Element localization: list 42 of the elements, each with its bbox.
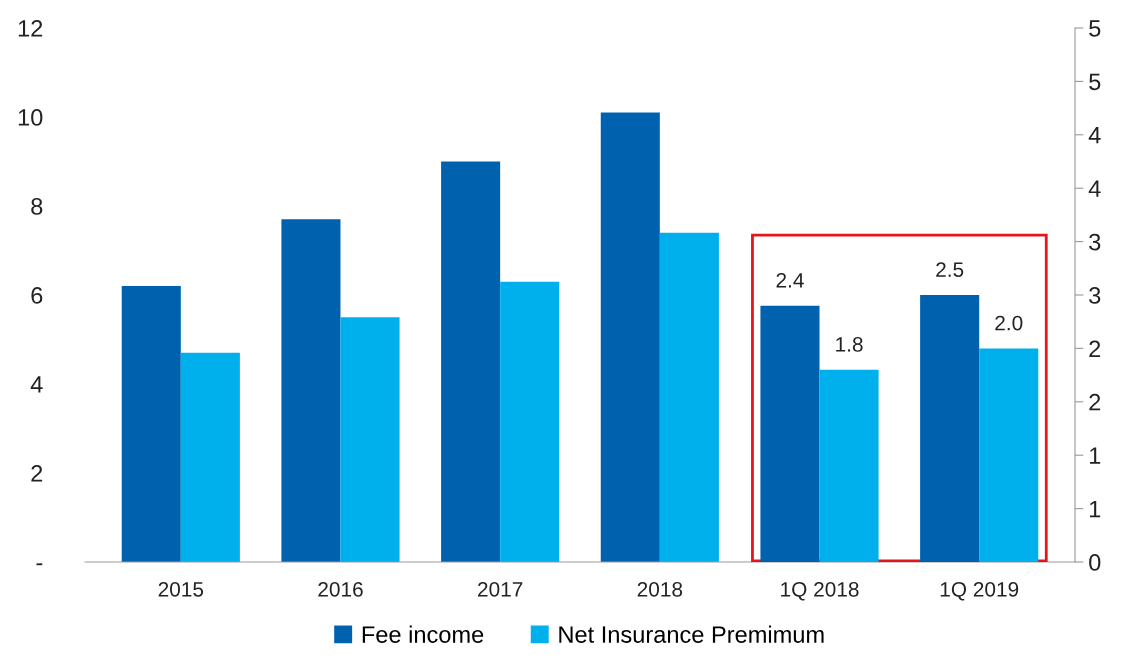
y2-tick-label: 2	[1089, 393, 1101, 411]
bar	[659, 232, 719, 562]
y2-tick-label: 4	[1088, 127, 1101, 144]
bar	[180, 352, 240, 562]
y-tick-label: -	[36, 563, 43, 566]
y-tick-label: 8	[31, 198, 43, 215]
x-tick-label: 2017	[478, 581, 523, 597]
y2-tick-label: 0	[1089, 554, 1101, 571]
y-tick-label: 12	[18, 20, 43, 37]
data-label: 2.5	[936, 262, 964, 277]
bar	[340, 317, 400, 562]
data-label: 2.4	[776, 272, 804, 288]
legend-label: Fee income	[362, 625, 484, 643]
x-tick-label: 2015	[158, 581, 204, 597]
y2-tick-label: 1	[1089, 500, 1101, 518]
bar	[500, 281, 560, 562]
bar	[121, 286, 181, 562]
bar	[600, 112, 660, 562]
y-tick-label: 4	[30, 376, 43, 393]
data-label: 1.8	[836, 337, 863, 352]
bar	[819, 369, 879, 562]
y-tick-label: 10	[18, 109, 43, 126]
y2-tick-label: 3	[1089, 233, 1101, 251]
y-tick-label: 6	[31, 287, 43, 304]
bar	[760, 305, 820, 562]
x-tick-label: 2016	[318, 581, 363, 597]
y2-tick-label: 5	[1089, 20, 1101, 37]
y2-tick-label: 5	[1089, 73, 1101, 91]
data-label: 2.0	[995, 315, 1023, 331]
y-tick-label: 2	[31, 465, 43, 482]
x-tick-label: 1Q 2018	[781, 581, 859, 601]
bar	[979, 348, 1039, 562]
legend-label: Net Insurance Premimum	[559, 625, 824, 643]
y2-tick-label: 1	[1089, 447, 1101, 464]
bar	[441, 161, 501, 562]
y2-tick-label: 2	[1089, 340, 1101, 357]
y2-tick-label: 3	[1089, 287, 1101, 304]
bar	[281, 219, 341, 562]
y2-tick-label: 4	[1088, 180, 1101, 197]
bar	[920, 295, 980, 562]
x-tick-label: 1Q 2019	[940, 581, 1019, 601]
x-tick-label: 2018	[637, 581, 683, 597]
